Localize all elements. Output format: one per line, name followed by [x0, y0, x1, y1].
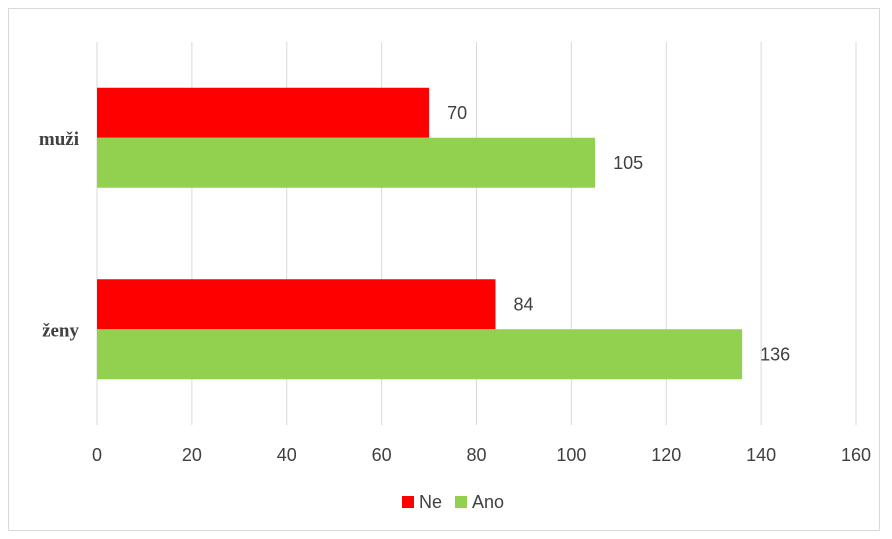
x-tick-label: 40 — [277, 445, 297, 465]
bar-ano — [97, 329, 743, 380]
x-tick-label: 100 — [556, 445, 586, 465]
bar-ne — [97, 279, 496, 330]
legend-swatch — [455, 496, 467, 508]
category-labels: muži ženy — [39, 129, 80, 342]
x-axis-tick-labels: 0 20 40 60 80 100 120 140 160 — [92, 445, 871, 465]
x-tick-label: 80 — [466, 445, 486, 465]
x-tick-label: 20 — [182, 445, 202, 465]
x-tick-label: 160 — [841, 445, 871, 465]
data-label: 84 — [513, 294, 533, 314]
category-label: ženy — [42, 320, 79, 341]
x-tick-label: 140 — [746, 445, 776, 465]
x-tick-label: 0 — [92, 445, 102, 465]
legend-swatch — [402, 496, 414, 508]
x-tick-label: 120 — [651, 445, 681, 465]
data-labels: 70 105 84 136 — [447, 103, 790, 365]
x-tick-label: 60 — [372, 445, 392, 465]
bar-ano — [97, 137, 596, 188]
legend-label: Ne — [419, 492, 442, 512]
data-label: 70 — [447, 103, 467, 123]
category-label: muži — [39, 129, 79, 150]
legend: Ne Ano — [402, 492, 504, 512]
data-label: 136 — [760, 344, 790, 364]
bar-ne — [97, 87, 430, 138]
legend-label: Ano — [472, 492, 504, 512]
data-label: 105 — [613, 153, 643, 173]
bars — [97, 87, 743, 380]
